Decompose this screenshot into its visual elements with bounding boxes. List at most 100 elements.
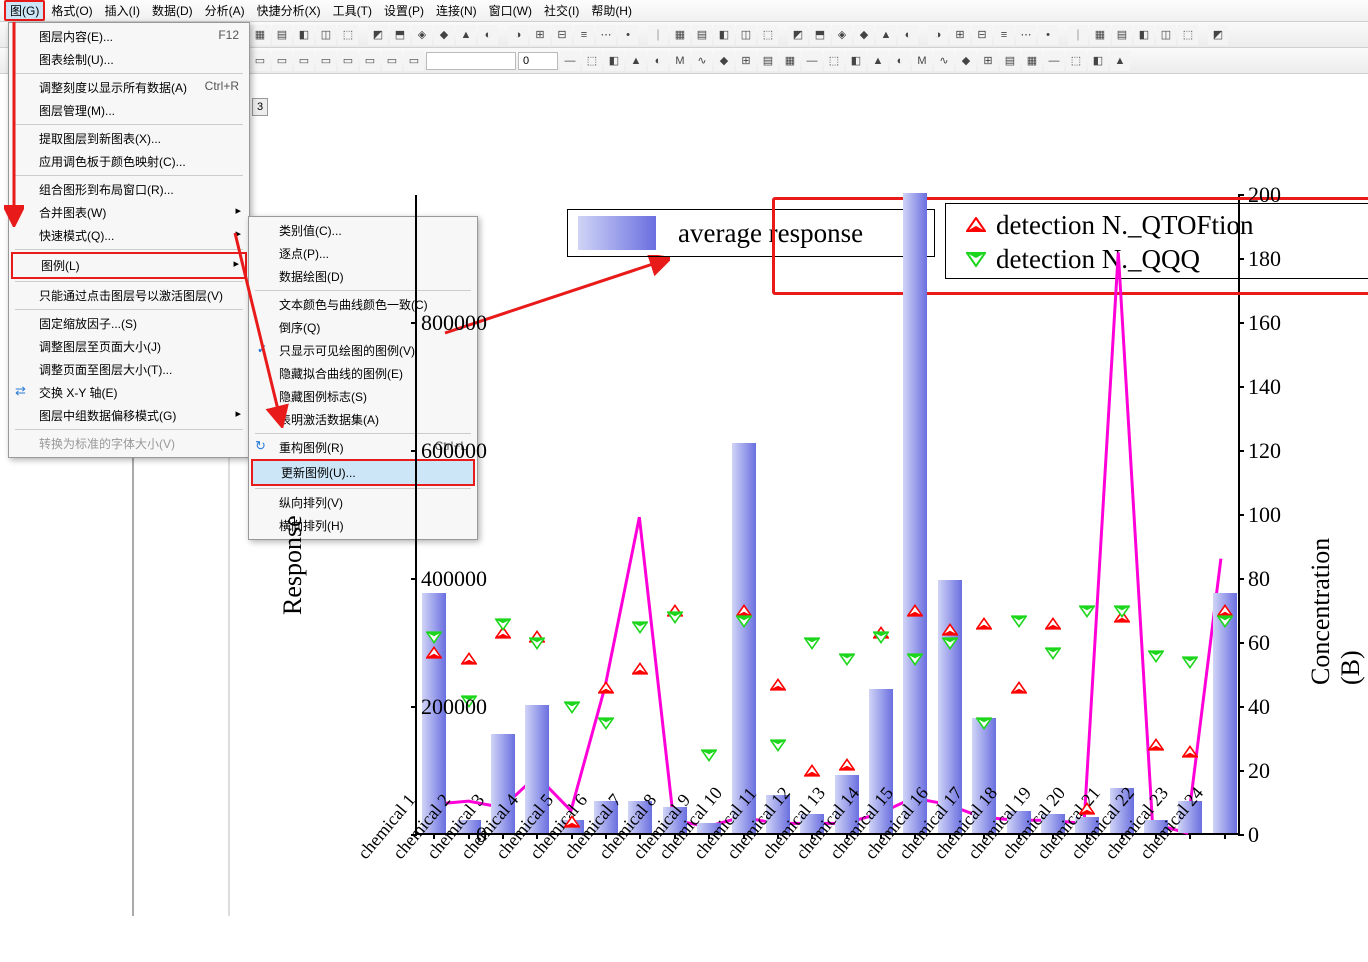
- toolbar-button[interactable]: ⋯: [596, 25, 616, 45]
- sheet-tab[interactable]: 3: [252, 98, 268, 116]
- toolbar-button[interactable]: ◆: [714, 51, 734, 71]
- toolbar-button[interactable]: ▦: [780, 51, 800, 71]
- toolbar-button[interactable]: ◈: [412, 25, 432, 45]
- toolbar-button[interactable]: ▲: [626, 51, 646, 71]
- toolbar-button[interactable]: ▤: [1000, 51, 1020, 71]
- menu-item[interactable]: 调整图层至页面大小(J): [11, 335, 247, 358]
- toolbar-button[interactable]: ◧: [1088, 51, 1108, 71]
- toolbar-button[interactable]: ｜: [1068, 25, 1088, 45]
- menu-插入[interactable]: 插入(I): [99, 0, 146, 21]
- menu-item[interactable]: 图例(L): [11, 252, 247, 279]
- menu-格式[interactable]: 格式(O): [45, 0, 98, 21]
- legend-detection[interactable]: detection N._QTOFtion detection N._QQQ: [945, 203, 1368, 279]
- toolbar-button[interactable]: ⊟: [552, 25, 572, 45]
- menu-item[interactable]: 提取图层到新图表(X)...: [11, 127, 247, 150]
- toolbar-button[interactable]: ⊞: [950, 25, 970, 45]
- toolbar-field[interactable]: [426, 52, 516, 70]
- toolbar-button[interactable]: ∿: [692, 51, 712, 71]
- menu-item[interactable]: 只能通过点击图层号以激活图层(V): [11, 284, 247, 307]
- menu-item[interactable]: 调整页面至图层大小(T)...: [11, 358, 247, 381]
- toolbar-button[interactable]: ▤: [272, 25, 292, 45]
- toolbar-button[interactable]: ◆: [854, 25, 874, 45]
- toolbar-button[interactable]: ◑: [508, 25, 528, 45]
- toolbar-button[interactable]: ◆: [434, 25, 454, 45]
- toolbar-button[interactable]: ▭: [338, 51, 358, 71]
- toolbar-button[interactable]: ▭: [294, 51, 314, 71]
- menu-图[interactable]: 图(G): [4, 0, 45, 21]
- menu-item[interactable]: 交换 X-Y 轴(E)⇄: [11, 381, 247, 404]
- toolbar-button[interactable]: ◧: [294, 25, 314, 45]
- toolbar-button[interactable]: ⬚: [1066, 51, 1086, 71]
- toolbar-button[interactable]: —: [1044, 51, 1064, 71]
- menu-item[interactable]: 图层内容(E)...F12: [11, 25, 247, 48]
- menu-item[interactable]: 固定缩放因子...(S): [11, 312, 247, 335]
- toolbar-button[interactable]: •: [618, 25, 638, 45]
- toolbar-button[interactable]: ◧: [714, 25, 734, 45]
- toolbar-button[interactable]: ◧: [846, 51, 866, 71]
- toolbar-button[interactable]: M: [912, 51, 932, 71]
- menu-设置[interactable]: 设置(P): [378, 0, 430, 21]
- menu-item[interactable]: 图层中组数据偏移模式(G): [11, 404, 247, 427]
- toolbar-button[interactable]: ◐: [898, 25, 918, 45]
- menu-社交[interactable]: 社交(I): [538, 0, 585, 21]
- toolbar-button[interactable]: ▤: [1112, 25, 1132, 45]
- toolbar-button[interactable]: ▤: [758, 51, 778, 71]
- toolbar-button[interactable]: ◩: [1208, 25, 1228, 45]
- toolbar-button[interactable]: ▭: [360, 51, 380, 71]
- toolbar-button[interactable]: ◆: [956, 51, 976, 71]
- menu-item[interactable]: 组合图形到布局窗口(R)...: [11, 178, 247, 201]
- menu-item[interactable]: 快速模式(Q)...: [11, 224, 247, 247]
- menu-item[interactable]: 图层管理(M)...: [11, 99, 247, 122]
- toolbar-button[interactable]: ◫: [316, 25, 336, 45]
- toolbar-button[interactable]: ◧: [1134, 25, 1154, 45]
- toolbar-button[interactable]: ⊞: [530, 25, 550, 45]
- toolbar-button[interactable]: ⊞: [978, 51, 998, 71]
- legend-average-response[interactable]: average response: [567, 209, 935, 257]
- toolbar-button[interactable]: ⬒: [810, 25, 830, 45]
- toolbar-button[interactable]: ⬚: [1178, 25, 1198, 45]
- toolbar-button[interactable]: ▭: [272, 51, 292, 71]
- toolbar-button[interactable]: ⋯: [1016, 25, 1036, 45]
- toolbar-button[interactable]: ◫: [736, 25, 756, 45]
- toolbar-button[interactable]: ◫: [1156, 25, 1176, 45]
- toolbar-field[interactable]: 0: [518, 52, 558, 70]
- toolbar-button[interactable]: ◧: [604, 51, 624, 71]
- toolbar-button[interactable]: —: [802, 51, 822, 71]
- menu-item[interactable]: 应用调色板于颜色映射(C)...: [11, 150, 247, 173]
- menu-帮助[interactable]: 帮助(H): [585, 0, 638, 21]
- menu-数据[interactable]: 数据(D): [146, 0, 199, 21]
- toolbar-button[interactable]: ◐: [478, 25, 498, 45]
- toolbar-button[interactable]: ⬚: [338, 25, 358, 45]
- toolbar-button[interactable]: ◐: [890, 51, 910, 71]
- toolbar-button[interactable]: ⊞: [736, 51, 756, 71]
- toolbar-button[interactable]: ▭: [316, 51, 336, 71]
- toolbar-button[interactable]: ▦: [670, 25, 690, 45]
- menu-分析[interactable]: 分析(A): [199, 0, 251, 21]
- toolbar-button[interactable]: ◩: [368, 25, 388, 45]
- toolbar-button[interactable]: ▭: [250, 51, 270, 71]
- toolbar-button[interactable]: ▲: [1110, 51, 1130, 71]
- toolbar-button[interactable]: ⬒: [390, 25, 410, 45]
- menu-工具[interactable]: 工具(T): [327, 0, 378, 21]
- toolbar-button[interactable]: ▦: [1090, 25, 1110, 45]
- toolbar-button[interactable]: ≡: [574, 25, 594, 45]
- toolbar-button[interactable]: •: [1038, 25, 1058, 45]
- toolbar-button[interactable]: —: [560, 51, 580, 71]
- toolbar-button[interactable]: ▦: [250, 25, 270, 45]
- menu-连接[interactable]: 连接(N): [430, 0, 483, 21]
- toolbar-button[interactable]: ◑: [928, 25, 948, 45]
- toolbar-button[interactable]: ▲: [456, 25, 476, 45]
- toolbar-button[interactable]: ▦: [1022, 51, 1042, 71]
- toolbar-button[interactable]: ⬚: [582, 51, 602, 71]
- menu-item[interactable]: 合并图表(W): [11, 201, 247, 224]
- toolbar-button[interactable]: ▤: [692, 25, 712, 45]
- toolbar-button[interactable]: ▲: [876, 25, 896, 45]
- toolbar-button[interactable]: ⬚: [824, 51, 844, 71]
- toolbar-button[interactable]: M: [670, 51, 690, 71]
- toolbar-button[interactable]: ▭: [382, 51, 402, 71]
- toolbar-button[interactable]: ｜: [648, 25, 668, 45]
- menu-快捷分析[interactable]: 快捷分析(X): [251, 0, 327, 21]
- toolbar-button[interactable]: ◩: [788, 25, 808, 45]
- menu-item[interactable]: 图表绘制(U)...: [11, 48, 247, 71]
- toolbar-button[interactable]: ⬚: [758, 25, 778, 45]
